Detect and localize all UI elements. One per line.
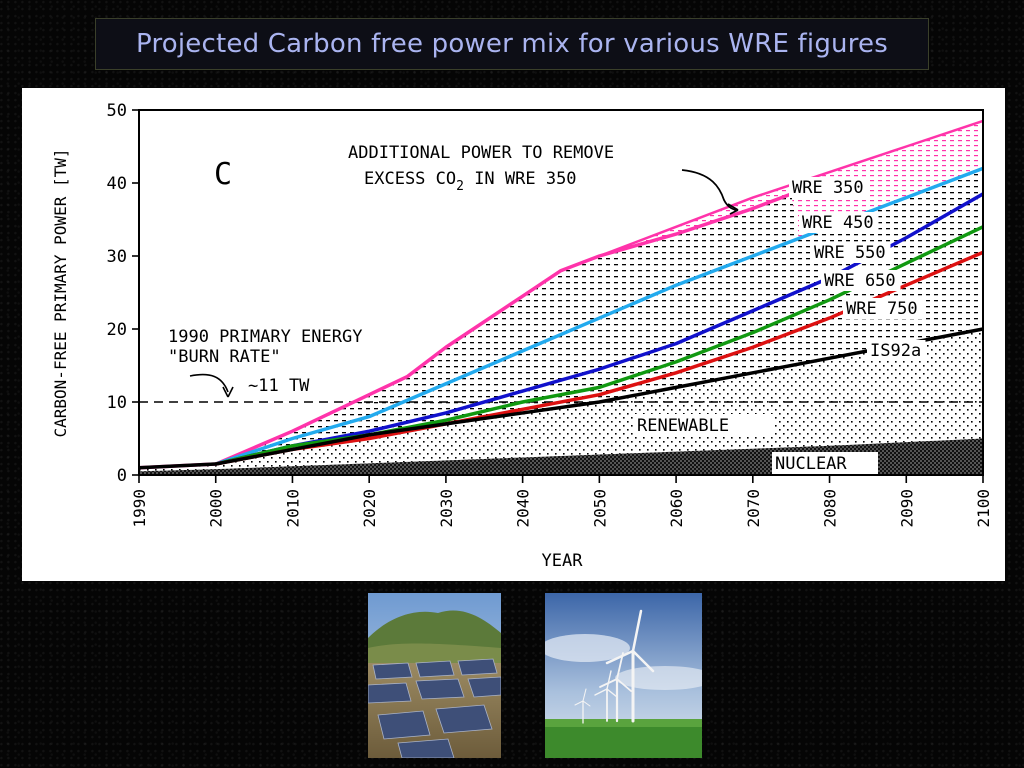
x-tick-label: 2050 — [590, 489, 609, 528]
wre-750-label: WRE 750 — [846, 299, 918, 319]
y-axis-label: CARBON-FREE PRIMARY POWER [TW] — [51, 149, 70, 438]
carbon-free-power-chart: 1990 2000 2010 2020 2030 2040 2050 2060 2070 2080… — [51, 101, 993, 571]
is92a-line — [138, 327, 984, 470]
x-tick-label: 2040 — [514, 489, 533, 528]
additional-power-label-line1: ADDITIONAL POWER TO REMOVE — [348, 143, 614, 163]
chart-panel: 1990 2000 2010 2020 2030 2040 2050 2060 2070 2080… — [22, 88, 1005, 581]
chart-ticks: 1990 2000 2010 2020 2030 2040 2050 2060 2070 2080… — [107, 101, 993, 528]
y-tick-label: 40 — [107, 174, 127, 194]
wre-550-label: WRE 550 — [814, 243, 886, 263]
wre-350-line — [138, 192, 792, 470]
y-tick-label: 10 — [107, 393, 127, 413]
series-labels: WRE 350 WRE 450 WRE 550 WRE 650 WRE 750 IS92a — [789, 177, 926, 361]
nuclear-label: NUCLEAR — [775, 454, 847, 474]
y-tick-label: 20 — [107, 320, 127, 340]
additional-power-arrowhead — [727, 203, 739, 215]
x-tick-label: 2080 — [821, 489, 840, 528]
additional-power-label-suffix: IN WRE 350 — [464, 169, 577, 189]
wre-550-line — [215, 192, 984, 466]
wre-350-label: WRE 350 — [792, 178, 864, 198]
x-tick-label: 1990 — [130, 489, 149, 528]
x-tick-label: 2030 — [437, 489, 456, 528]
plot-frame — [138, 109, 984, 476]
x-tick-label: 2010 — [283, 489, 302, 528]
x-tick-label: 2020 — [360, 489, 379, 528]
solar-panel-field-photo — [368, 593, 501, 758]
additional-power-label-bg — [344, 138, 712, 193]
y-tick-label: 50 — [107, 101, 127, 121]
fossil-offset-area — [139, 120, 983, 468]
wre-450-label-bg — [799, 212, 879, 233]
burn-rate-value: ~11 TW — [248, 376, 310, 396]
y-tick-label: 30 — [107, 247, 127, 267]
additional-power-label-sub: 2 — [456, 179, 464, 194]
renewable-label: RENEWABLE — [637, 416, 729, 436]
slide-title: Projected Carbon free power mix for vari… — [136, 29, 888, 59]
additional-power-label-prefix: EXCESS CO — [364, 169, 456, 189]
additional-power-arrow — [681, 169, 739, 211]
wre-650-label: WRE 650 — [824, 271, 896, 291]
wind-photo-illustration — [545, 593, 702, 758]
solar-photo-illustration — [368, 593, 501, 758]
x-tick-label: 2060 — [667, 489, 686, 528]
x-axis-label: YEAR — [542, 551, 584, 571]
y-tick-label: 0 — [117, 466, 127, 486]
wre-350-label-bg — [789, 177, 869, 198]
burn-rate-label-line2: "BURN RATE" — [168, 347, 281, 367]
wre-550-label-bg — [811, 242, 891, 263]
nuclear-label-bg — [772, 452, 878, 474]
x-tick-label: 2070 — [744, 489, 763, 528]
is92a-label: IS92a — [870, 341, 921, 361]
additional-power-area — [561, 120, 983, 271]
x-tick-label: 2090 — [897, 489, 916, 528]
wre-450-label: WRE 450 — [802, 213, 874, 233]
wre-650-label-bg — [821, 270, 901, 291]
wre-750-label-bg — [843, 298, 923, 319]
burn-rate-arrow — [189, 373, 229, 393]
renewable-label-bg — [634, 414, 774, 436]
burn-rate-label-line1: 1990 PRIMARY ENERGY — [168, 327, 362, 347]
x-tick-label: 2100 — [974, 489, 993, 528]
burn-rate-arrowhead — [222, 386, 234, 398]
is92a-label-bg — [867, 340, 926, 361]
wind-turbines-photo — [545, 593, 702, 758]
additional-power-label-line2: EXCESS CO2 IN WRE 350 — [364, 169, 577, 194]
slide-title-box: Projected Carbon free power mix for vari… — [95, 18, 929, 70]
panel-label: C — [214, 157, 232, 192]
x-tick-label: 2000 — [207, 489, 226, 528]
